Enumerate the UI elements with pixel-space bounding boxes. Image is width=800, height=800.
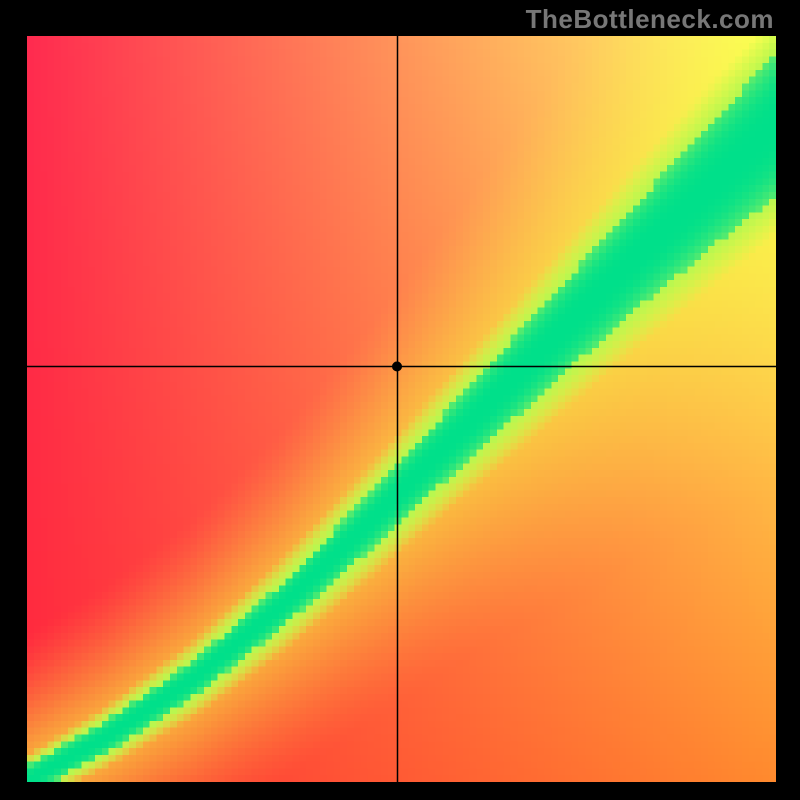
chart-container: { "canvas": { "width": 800, "height": 80… bbox=[0, 0, 800, 800]
overlay-canvas bbox=[27, 36, 776, 782]
watermark-text: TheBottleneck.com bbox=[526, 4, 774, 35]
